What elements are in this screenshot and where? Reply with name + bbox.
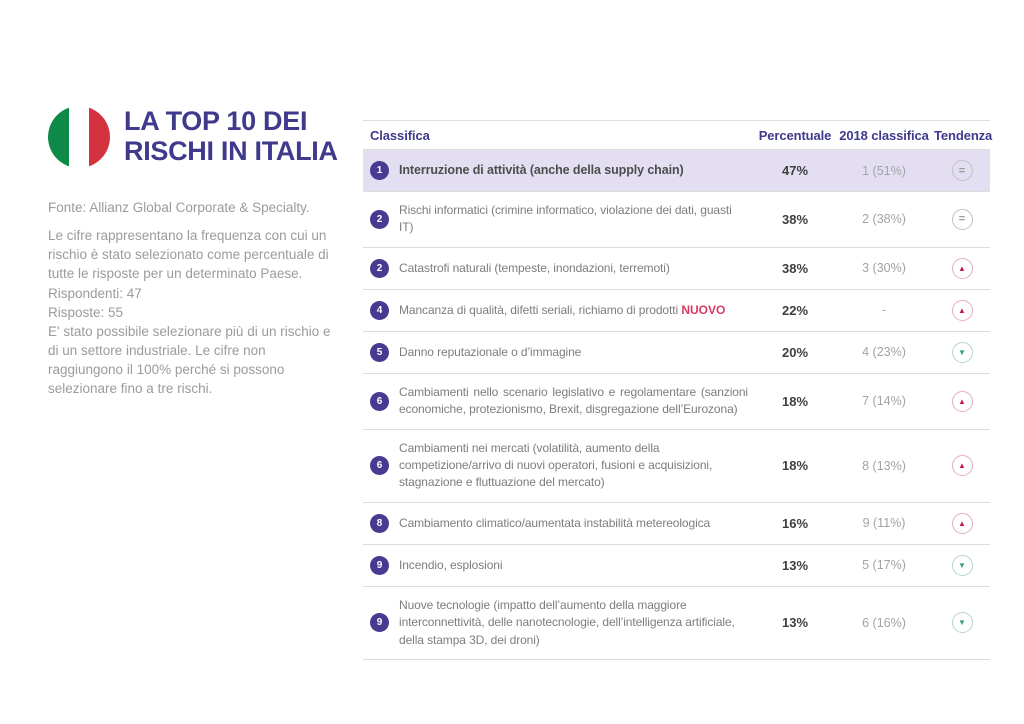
- risk-text: Cambiamento climatico/aumentata instabil…: [399, 515, 711, 530]
- page-title-line1: LA TOP 10 DEI: [124, 106, 308, 136]
- trend-cell: ▲: [934, 257, 990, 279]
- trend-equal-icon: =: [951, 208, 973, 230]
- left-panel: LA TOP 10 DEI RISCHI IN ITALIA Fonte: Al…: [48, 106, 340, 399]
- risk-prev-rank: -: [881, 303, 887, 318]
- risk-prev-rank: 8 (13%): [862, 458, 906, 473]
- table-row: 8 Cambiamento climatico/aumentata instab…: [363, 501, 990, 544]
- risk-text: Catastrofi naturali (tempeste, inondazio…: [399, 260, 670, 275]
- risk-percent: 18%: [781, 393, 809, 409]
- risk-percent: 13%: [781, 615, 809, 631]
- table-row: 5 Danno reputazionale o d’immagine 20% 4…: [363, 330, 990, 373]
- risk-prev-rank: 3 (30%): [862, 261, 906, 276]
- trend-down-icon: ▼: [951, 341, 973, 363]
- trend-up-icon: ▲: [951, 390, 973, 412]
- trend-cell: ▼: [934, 554, 990, 576]
- table-row: 2 Catastrofi naturali (tempeste, inondaz…: [363, 246, 990, 289]
- note-line: Le cifre rappresentano la frequenza con …: [48, 228, 329, 282]
- trend-down-icon: ▼: [951, 612, 973, 634]
- page-header: LA TOP 10 DEI RISCHI IN ITALIA: [48, 106, 340, 168]
- methodology-notes: Le cifre rappresentano la frequenza con …: [48, 226, 340, 398]
- risk-text: Danno reputazionale o d’immagine: [399, 344, 582, 359]
- trend-cell: =: [934, 160, 990, 181]
- header-2018-classifica: 2018 classifica: [839, 128, 929, 143]
- risk-table: Classifica Percentuale 2018 classifica T…: [363, 120, 993, 660]
- table-row: 6 Cambiamenti nello scenario legislativo…: [363, 372, 990, 429]
- risk-prev-rank: 7 (14%): [862, 394, 906, 409]
- trend-cell: ▼: [934, 612, 990, 634]
- flag-white-stripe: [68, 106, 90, 168]
- trend-cell: =: [934, 208, 990, 230]
- source-note: Fonte: Allianz Global Corporate & Specia…: [48, 200, 310, 215]
- risk-prev-rank: 5 (17%): [862, 558, 906, 573]
- rank-badge: 4: [370, 300, 389, 320]
- rank-badge: 9: [370, 555, 389, 575]
- risk-prev-rank: 2 (38%): [862, 212, 906, 227]
- risk-text: Cambiamenti nello scenario legislativo e…: [399, 384, 748, 417]
- rank-badge: 2: [370, 209, 389, 229]
- rank-badge: 6: [370, 391, 389, 411]
- header-percentuale: Percentuale: [758, 128, 832, 143]
- note-line: Risposte: 55: [48, 304, 124, 320]
- risk-text: Mancanza di qualità, difetti seriali, ri…: [399, 302, 726, 317]
- trend-up-icon: ▲: [951, 455, 973, 477]
- table-row: 2 Rischi informatici (crimine informatic…: [363, 191, 990, 247]
- header-tendenza: Tendenza: [934, 128, 993, 143]
- risk-prev-rank: 9 (11%): [862, 516, 906, 531]
- risk-percent: 20%: [781, 344, 809, 360]
- risk-text: Nuove tecnologie (impatto dell’aumento d…: [399, 597, 735, 647]
- rank-badge: 6: [370, 456, 389, 476]
- rank-badge: 5: [370, 342, 389, 362]
- table-row: 1 Interruzione di attività (anche della …: [363, 149, 990, 191]
- rank-badge: 2: [370, 258, 389, 278]
- trend-cell: ▲: [934, 299, 990, 321]
- italy-flag-icon: [48, 106, 110, 168]
- table-row: 6 Cambiamenti nei mercati (volatilità, a…: [363, 428, 990, 502]
- note-line: Rispondenti: 47: [48, 285, 142, 301]
- table-row: 9 Nuove tecnologie (impatto dell’aumento…: [363, 585, 990, 659]
- trend-down-icon: ▼: [951, 554, 973, 576]
- risk-text: Interruzione di attività (anche della su…: [399, 163, 684, 178]
- trend-up-icon: ▲: [951, 299, 973, 321]
- risk-percent: 18%: [781, 458, 809, 474]
- risk-text: Cambiamenti nei mercati (volatilità, aum…: [399, 440, 713, 490]
- risk-prev-rank: 1 (51%): [862, 163, 906, 178]
- rank-badge: 8: [370, 513, 389, 533]
- trend-cell: ▼: [934, 341, 990, 363]
- rank-badge: 9: [370, 613, 389, 633]
- nuovo-badge: NUOVO: [678, 302, 726, 317]
- trend-cell: ▲: [934, 390, 990, 412]
- table-row: 4 Mancanza di qualità, difetti seriali, …: [363, 288, 990, 331]
- trend-cell: ▲: [934, 512, 990, 534]
- trend-equal-icon: =: [951, 160, 973, 181]
- header-classifica: Classifica: [370, 128, 430, 143]
- risk-percent: 22%: [781, 302, 809, 318]
- trend-up-icon: ▲: [951, 257, 973, 279]
- risk-table-body: 1 Interruzione di attività (anche della …: [363, 149, 990, 660]
- table-row: 9 Incendio, esplosioni 13% 5 (17%) ▼: [363, 543, 990, 586]
- risk-prev-rank: 6 (16%): [862, 615, 906, 630]
- risk-text: Rischi informatici (crimine informatico,…: [399, 203, 732, 235]
- trend-cell: ▲: [934, 455, 990, 477]
- risk-percent: 47%: [781, 163, 809, 178]
- risk-percent: 38%: [781, 260, 809, 276]
- risk-percent: 13%: [781, 557, 809, 573]
- risk-percent: 16%: [781, 515, 809, 531]
- flag-red-stripe: [89, 106, 110, 168]
- page-title-line2: RISCHI IN ITALIA: [124, 136, 338, 167]
- risk-text: Incendio, esplosioni: [399, 557, 503, 572]
- risk-prev-rank: 4 (23%): [862, 345, 906, 360]
- risk-percent: 38%: [781, 211, 809, 227]
- trend-up-icon: ▲: [951, 512, 973, 534]
- note-line: E' stato possibile selezionare più di un…: [48, 323, 331, 397]
- rank-badge: 1: [370, 161, 389, 180]
- flag-green-stripe: [48, 106, 69, 168]
- table-header-row: Classifica Percentuale 2018 classifica T…: [363, 120, 993, 149]
- page-title: LA TOP 10 DEI RISCHI IN ITALIA: [124, 106, 338, 166]
